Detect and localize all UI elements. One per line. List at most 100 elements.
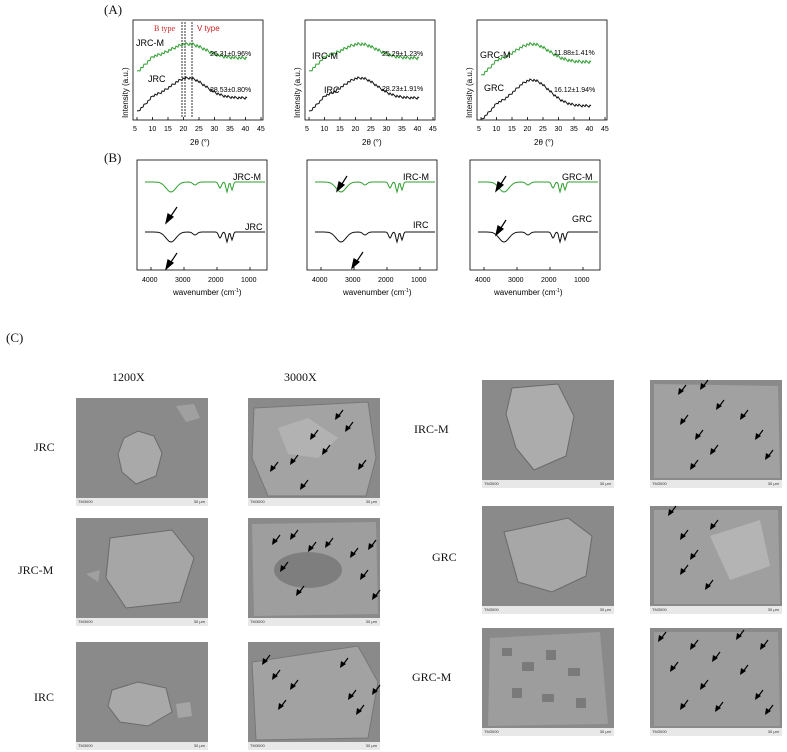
arrow-icon (345, 421, 354, 432)
series-line-native (145, 231, 265, 244)
x-tick-label: 30 (211, 126, 219, 133)
particle (654, 384, 780, 478)
y-axis-label: Intensity (a.u.) (465, 67, 474, 118)
legend-modified: IRC-M (403, 172, 429, 182)
scale-bar: 30 μm (767, 607, 779, 612)
arrow-icon (680, 414, 689, 425)
xrd-chart-irc: Intensity (a.u.) 5 10 15 20 25 30 35 40 45 2θ (°… (293, 19, 437, 147)
arrow-icon (296, 585, 305, 596)
arrow-icon (680, 699, 689, 710)
scale-bar: 30 μm (365, 499, 377, 504)
series-line-modified (308, 41, 420, 72)
x-axis-label: 2θ (°) (534, 138, 554, 147)
series-line-modified (145, 181, 265, 194)
x-tick-label: 4000 (142, 277, 158, 284)
scale-bar: 30 μm (193, 743, 205, 748)
legend-native: IRC (324, 85, 340, 95)
col-header-3000x: 3000X (284, 370, 317, 384)
x-tick-label: 2000 (208, 277, 224, 284)
arrow-icon (165, 206, 178, 225)
arrow-icon (360, 569, 369, 580)
scale-bar: 30 μm (767, 729, 779, 734)
particle (505, 383, 575, 471)
ftir-chart-jrc: 4000 3000 2000 1000 wavenumber (cm-1) JRC-M… (136, 159, 268, 297)
x-axis-label: 2θ (°) (190, 138, 210, 147)
x-tick-label: 30 (555, 126, 563, 133)
arrow-icon (351, 251, 364, 270)
legend-modified: IRC-M (312, 51, 338, 61)
sem-image-jrcm-3000x: TM3000 30 μm (248, 518, 380, 626)
arrow-icon (336, 175, 348, 193)
x-tick-label: 10 (493, 126, 501, 133)
legend-native: JRC (148, 74, 166, 84)
arrow-icon (290, 529, 299, 540)
arrow-icon (356, 704, 365, 715)
arrow-icon (760, 639, 769, 650)
row-label-ircm: IRC-M (414, 422, 449, 436)
sem-image-jrc-3000x: TM3000 30 μm (248, 398, 380, 506)
x-tick-label: 1000 (574, 277, 590, 284)
arrow-icon (372, 589, 381, 600)
xrd-chart-jrc: Intensity (a.u.) 5 10 15 20 25 30 35 40 45 2θ (°… (121, 19, 265, 147)
x-tick-label: 40 (414, 126, 422, 133)
crystallinity-modified: 11.88±1.41% (554, 50, 595, 57)
x-tick-label: 10 (321, 126, 329, 133)
row-label-irc: IRC (34, 690, 55, 704)
legend-native: GRC (572, 214, 593, 224)
instrument: TM3000 (484, 729, 499, 734)
crystallinity-modified: 26.31±0.96% (210, 51, 251, 58)
x-axis-label: wavenumber (cm-1) (172, 288, 242, 297)
sem-image-grc-1200x: TM3000 30 μm (482, 506, 614, 614)
x-tick-label: 5 (133, 126, 137, 133)
v-type-label: V type (197, 24, 220, 33)
x-tick-label: 2000 (378, 277, 394, 284)
arrow-icon (372, 684, 381, 695)
arrow-icon (290, 454, 299, 465)
particle (488, 632, 608, 726)
arrow-icon (300, 479, 309, 490)
xrd-chart-grc: Intensity (a.u.) 5 10 15 20 25 30 35 40 45 2θ (°… (465, 19, 609, 147)
ftir-chart-irc: 4000 3000 2000 1000 wavenumber (cm-1) IRC-M… (306, 159, 438, 297)
sem-image-grc-3000x: TM3000 30 μm (650, 506, 782, 614)
legend-modified: GRC-M (480, 50, 511, 60)
arrow-icon (710, 444, 719, 455)
x-tick-label: 20 (524, 126, 532, 133)
arrow-icon (755, 689, 764, 700)
arrow-icon (368, 539, 377, 550)
plot-frame (132, 19, 264, 121)
instrument: TM3000 (652, 729, 667, 734)
x-tick-label: 15 (508, 126, 516, 133)
particle (117, 404, 200, 485)
arrow-icon (658, 631, 667, 642)
x-tick-label: 40 (586, 126, 594, 133)
instrument: TM3000 (78, 619, 93, 624)
legend-native: IRC (413, 220, 429, 230)
x-axis: 4000 3000 2000 1000 (142, 267, 257, 284)
arrow-icon (712, 651, 721, 662)
arrow-icon (358, 459, 367, 470)
arrow-icon (495, 219, 507, 237)
row-label-grc: GRC (432, 550, 457, 564)
series-line-modified (480, 41, 592, 76)
arrow-icon (350, 547, 359, 558)
panel-c-label: (C) (6, 330, 24, 345)
arrow-icon (272, 669, 281, 680)
arrow-icon (272, 534, 281, 545)
row-label-jrcm: JRC-M (18, 563, 54, 577)
arrow-icon (278, 699, 287, 710)
scale-bar: 30 μm (599, 481, 611, 486)
x-tick-label: 25 (539, 126, 547, 133)
scale-bar: 30 μm (599, 607, 611, 612)
particle (252, 522, 378, 616)
plot-frame (476, 19, 608, 121)
arrow-icon (670, 661, 679, 672)
sem-image-ircm-1200x: TM3000 30 μm (482, 380, 614, 488)
x-tick-label: 3000 (345, 277, 361, 284)
x-tick-label: 25 (195, 126, 203, 133)
x-tick-label: 25 (367, 126, 375, 133)
instrument: TM3000 (250, 743, 265, 748)
col-header-1200x: 1200X (112, 370, 145, 384)
x-axis: 4000 3000 2000 1000 (312, 267, 427, 284)
sem-image-jrc-1200x: TM3000 30 μm (76, 398, 208, 506)
series-line-native (480, 78, 592, 120)
